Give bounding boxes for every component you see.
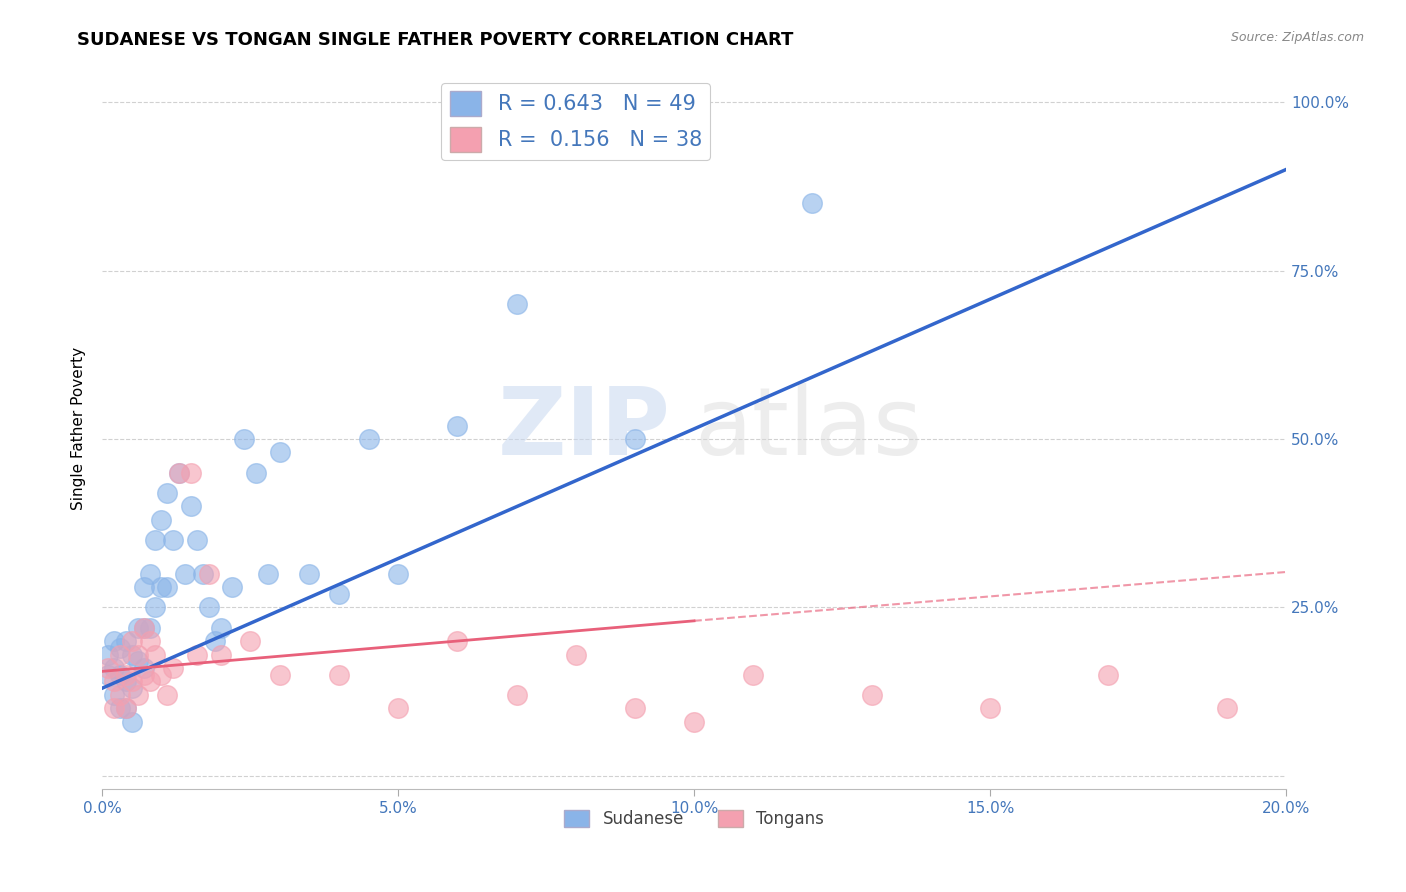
Point [180,466,202,480]
Point [357,432,380,446]
Point [239,634,262,648]
Point [132,580,155,594]
Point [138,621,160,635]
Point [233,432,256,446]
Point [167,466,190,480]
Point [742,667,765,681]
Point [191,566,214,581]
Point [197,566,219,581]
Point [127,621,149,635]
Point [145,600,167,615]
Point [121,714,143,729]
Point [860,688,883,702]
Point [564,648,586,662]
Point [298,566,321,581]
Point [167,466,190,480]
Point [269,667,291,681]
Point [446,634,468,648]
Point [121,634,143,648]
Point [132,621,155,635]
Point [186,533,208,547]
Text: SUDANESE VS TONGAN SINGLE FATHER POVERTY CORRELATION CHART: SUDANESE VS TONGAN SINGLE FATHER POVERTY… [77,31,794,49]
Point [186,648,208,662]
Text: atlas: atlas [695,383,922,475]
Point [121,681,143,696]
Point [174,566,197,581]
Point [145,533,167,547]
Legend: Sudanese, Tongans: Sudanese, Tongans [558,804,831,835]
Point [1097,667,1119,681]
Point [121,648,143,662]
Point [446,418,468,433]
Point [127,648,149,662]
Point [328,667,350,681]
Point [387,701,409,715]
Point [108,640,131,655]
Point [197,600,219,615]
Point [328,587,350,601]
Point [150,513,173,527]
Point [115,674,138,689]
Point [505,688,527,702]
Point [221,580,243,594]
Point [162,533,184,547]
Point [138,566,160,581]
Point [269,445,291,459]
Point [209,648,232,662]
Point [132,661,155,675]
Point [156,688,179,702]
Point [115,701,138,715]
Point [108,701,131,715]
Point [115,667,138,681]
Point [127,688,149,702]
Y-axis label: Single Father Poverty: Single Father Poverty [72,347,86,510]
Point [103,634,125,648]
Point [683,714,706,729]
Text: ZIP: ZIP [498,383,671,475]
Point [127,654,149,668]
Point [103,661,125,675]
Point [108,688,131,702]
Point [115,634,138,648]
Point [156,486,179,500]
Point [162,661,184,675]
Point [209,621,232,635]
Point [245,466,267,480]
Point [150,580,173,594]
Point [150,667,173,681]
Point [115,701,138,715]
Point [138,634,160,648]
Point [257,566,280,581]
Point [145,648,167,662]
Point [204,634,226,648]
Point [1216,701,1239,715]
Point [97,648,120,662]
Point [156,580,179,594]
Point [505,297,527,311]
Point [180,500,202,514]
Point [979,701,1001,715]
Point [624,701,647,715]
Point [624,432,647,446]
Point [132,621,155,635]
Text: Source: ZipAtlas.com: Source: ZipAtlas.com [1230,31,1364,45]
Point [138,674,160,689]
Point [801,196,824,211]
Point [121,674,143,689]
Point [103,674,125,689]
Point [97,667,120,681]
Point [108,667,131,681]
Point [103,688,125,702]
Point [132,667,155,681]
Point [97,661,120,675]
Point [387,566,409,581]
Point [108,648,131,662]
Point [103,701,125,715]
